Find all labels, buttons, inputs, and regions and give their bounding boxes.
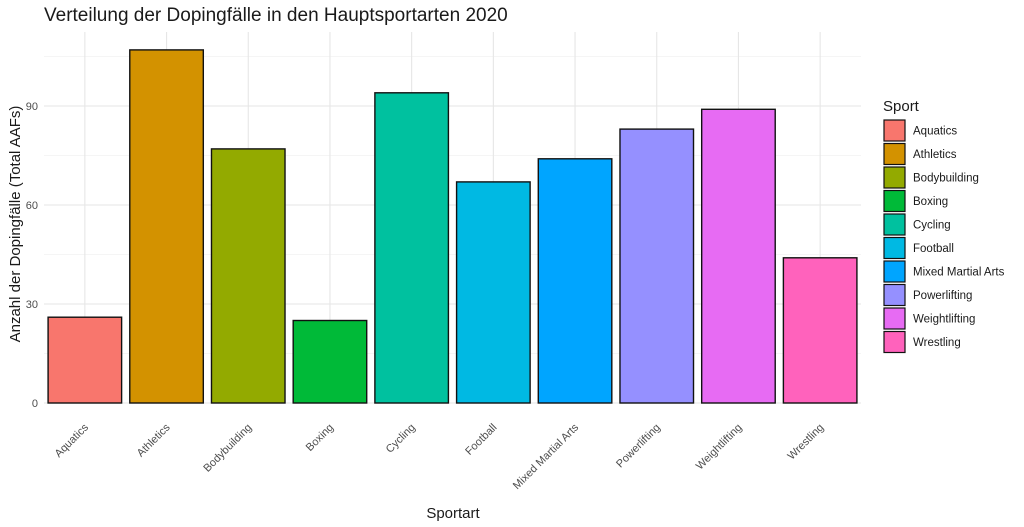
legend-key-boxing (883, 189, 906, 213)
legend: Sport Aquatics Athletics Bodybuilding Boxin… (883, 98, 1005, 354)
x-tick-label: Athletics (135, 421, 173, 459)
legend-label: Athletics (913, 149, 957, 161)
x-tick-label: Wrestling (786, 422, 827, 463)
legend-key-bodybuilding (883, 166, 906, 189)
bar-powerlifting (619, 128, 695, 404)
x-tick-label: Aquatics (53, 421, 92, 460)
x-tick-label: Cycling (384, 422, 418, 456)
legend-label: Aquatics (913, 126, 957, 138)
legend-label: Weightlifting (913, 314, 975, 326)
x-tick-label: Football (463, 422, 499, 458)
legend-label: Bodybuilding (913, 173, 979, 185)
x-tick-label: Bodybuilding (201, 422, 254, 475)
x-tick-label: Boxing (304, 422, 336, 454)
legend-title: Sport (883, 98, 920, 115)
legend-key-athletics (883, 142, 906, 166)
x-tick-label: Powerlifting (614, 422, 663, 471)
legend-label: Football (913, 243, 954, 255)
bar-aquatics (47, 316, 123, 404)
y-axis-title: Anzahl der Dopingfälle (Total AAFs) (7, 106, 24, 343)
legend-label: Mixed Martial Arts (913, 267, 1005, 279)
bar-weightlifting (700, 108, 776, 404)
bar-mixed-martial-arts (537, 158, 613, 404)
legend-key-wrestling (883, 330, 906, 354)
legend-key-weightlifting (883, 307, 906, 330)
legend-label: Powerlifting (913, 290, 972, 302)
legend-label: Boxing (913, 196, 948, 208)
y-tick-label: 0 (32, 398, 38, 410)
x-axis-ticks: Aquatics Athletics Bodybuilding Boxing Cycli… (53, 421, 827, 492)
x-tick-label: Mixed Martial Arts (511, 421, 582, 492)
bar-football (455, 181, 531, 404)
y-axis-ticks: 0 30 60 90 (26, 101, 38, 410)
bar-wrestling (782, 257, 858, 404)
y-tick-label: 90 (26, 101, 38, 113)
legend-label: Wrestling (913, 337, 961, 349)
legend-key-aquatics (883, 119, 906, 142)
legend-key-cycling (883, 213, 906, 236)
x-axis-title: Sportart (426, 505, 480, 522)
legend-key-mixed-martial-arts (883, 260, 906, 283)
bar-athletics (129, 49, 205, 404)
y-tick-label: 30 (26, 299, 38, 311)
legend-key-football (883, 236, 906, 260)
bar-boxing (292, 319, 368, 404)
legend-label: Cycling (913, 220, 951, 232)
bar-bodybuilding (210, 148, 286, 404)
bar-cycling (374, 92, 450, 404)
legend-key-powerlifting (883, 283, 906, 307)
chart-title: Verteilung der Dopingfälle in den Haupts… (44, 5, 508, 26)
y-tick-label: 60 (26, 200, 38, 212)
bars-group (47, 49, 858, 404)
x-tick-label: Weightlifting (694, 422, 745, 473)
